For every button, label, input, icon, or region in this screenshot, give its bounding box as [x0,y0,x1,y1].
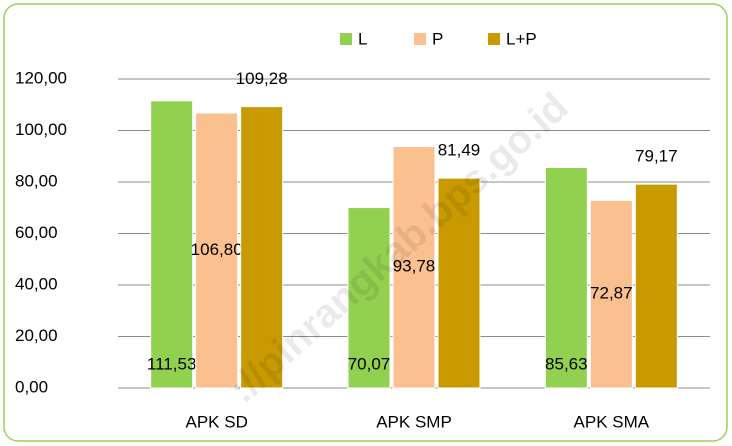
legend-label: P [432,29,443,48]
legend-swatch [414,33,426,45]
value-label: 72,87 [590,284,633,303]
bar [544,167,588,389]
x-tick-label: APK SMP [376,412,452,431]
value-label: 109,28 [236,69,288,88]
y-tick-label: 40,00 [15,274,58,293]
y-tick-label: 0,00 [15,377,48,396]
value-label: 85,63 [545,354,588,373]
bar [195,112,239,389]
value-label: 93,78 [393,257,436,276]
bar [347,207,391,389]
y-tick-label: 20,00 [15,326,58,345]
value-label: 81,49 [438,141,481,160]
value-label: 111,53 [147,354,196,373]
legend-label: L [358,29,367,48]
y-tick-label: 80,00 [15,171,58,190]
value-label: 106,80 [191,240,243,259]
bar [634,183,678,389]
x-tick-label: APK SD [185,412,247,431]
y-tick-label: 120,00 [15,68,67,87]
value-label: 79,17 [635,147,678,166]
bar [437,177,481,389]
bar [240,106,284,389]
bar [150,100,194,389]
x-tick-label: APK SMA [574,412,650,431]
bar [589,199,633,389]
y-tick-label: 60,00 [15,223,58,242]
bar [392,146,436,389]
value-label: 70,07 [348,354,391,373]
legend-swatch [488,33,500,45]
legend-swatch [340,33,352,45]
legend-label: L+P [506,29,537,48]
y-tick-label: 100,00 [15,120,67,139]
